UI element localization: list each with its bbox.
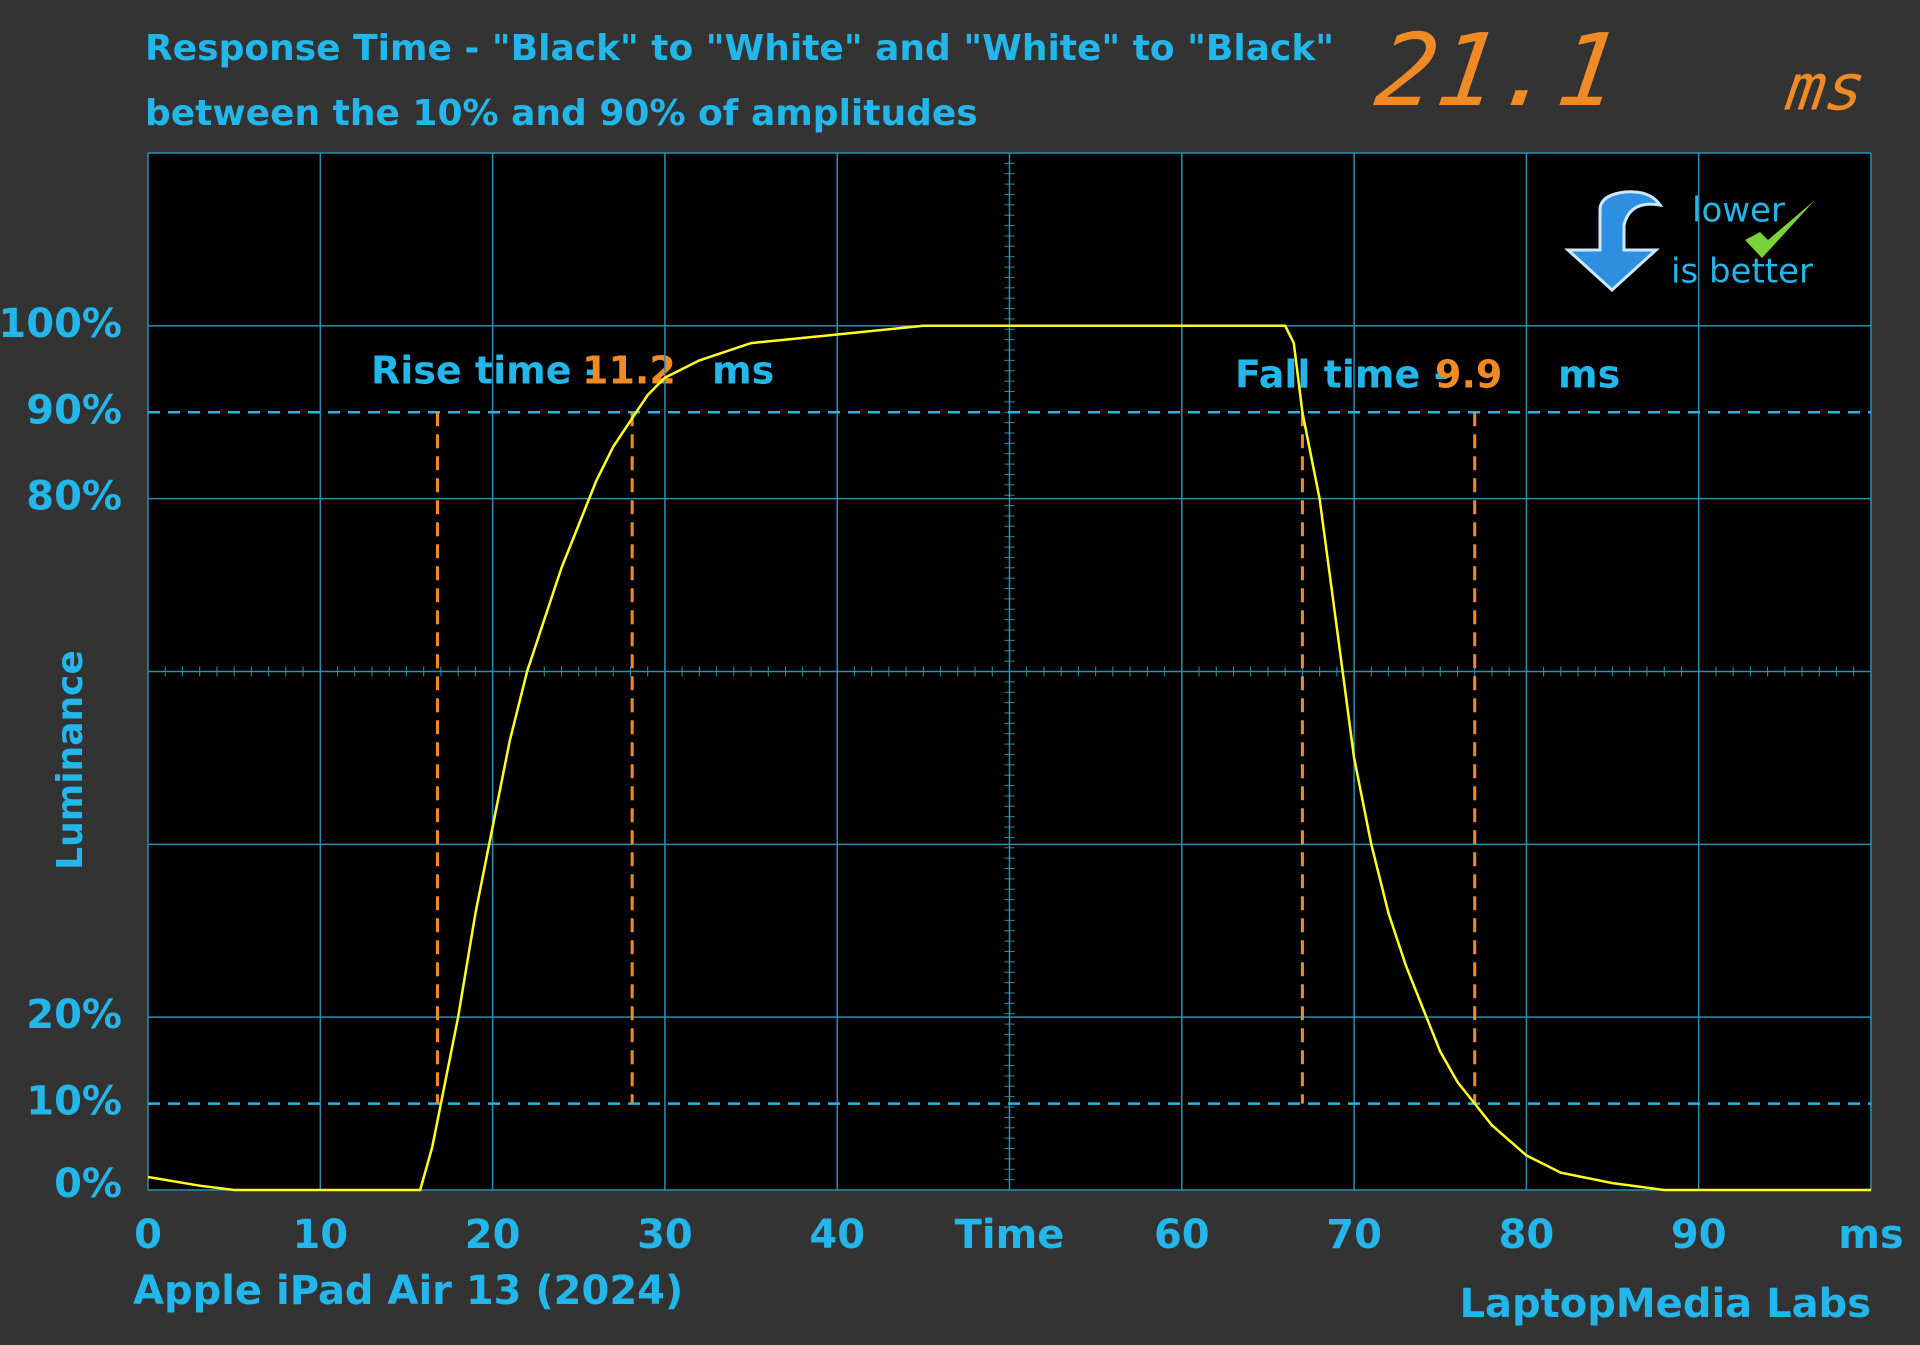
badge-line2: is better [1671,252,1813,292]
arrow-icon [1564,190,1664,293]
y-tick-label: 0% [54,1161,122,1207]
badge-icon [1564,190,1815,293]
x-tick-label: 40 [809,1212,865,1258]
y-tick-label: 80% [26,474,122,520]
check-icon [1745,200,1815,258]
y-tick-label: 100% [0,301,122,347]
rise-value: 11.2 [582,349,676,393]
x-tick-label: ms [1838,1212,1904,1258]
chart-subtitle: between the 10% and 90% of amplitudes [145,93,978,134]
chart-title: Response Time - "Black" to "White" and "… [145,28,1334,69]
x-tick-label: 90 [1671,1212,1727,1258]
source-label: LaptopMedia Labs [1460,1281,1871,1327]
badge-line1: lower [1692,191,1785,231]
luminance-line [147,324,1871,1192]
x-tick-label: 10 [292,1212,348,1258]
y-tick-label: 90% [26,387,122,433]
x-tick-label: 20 [465,1212,521,1258]
fall-unit: ms [1558,353,1620,397]
x-tick-label: 60 [1154,1212,1210,1258]
fall-label: Fall time - [1235,353,1449,397]
headline-unit: ms [1781,51,1870,126]
rise-unit: ms [712,349,774,393]
device-label: Apple iPad Air 13 (2024) [133,1268,683,1314]
y-axis-label: Luminance [50,650,91,870]
rise-label: Rise time - [371,349,600,393]
y-tick-label: 20% [26,992,122,1038]
x-tick-label: 30 [637,1212,693,1258]
x-tick-label: Time [955,1212,1065,1258]
x-tick-label: 0 [134,1212,162,1258]
x-tick-label: 70 [1326,1212,1382,1258]
x-tick-label: 80 [1499,1212,1555,1258]
fall-value: 9.9 [1435,353,1502,397]
headline-value: 21.1 [1369,13,1626,129]
y-tick-label: 10% [26,1079,122,1125]
